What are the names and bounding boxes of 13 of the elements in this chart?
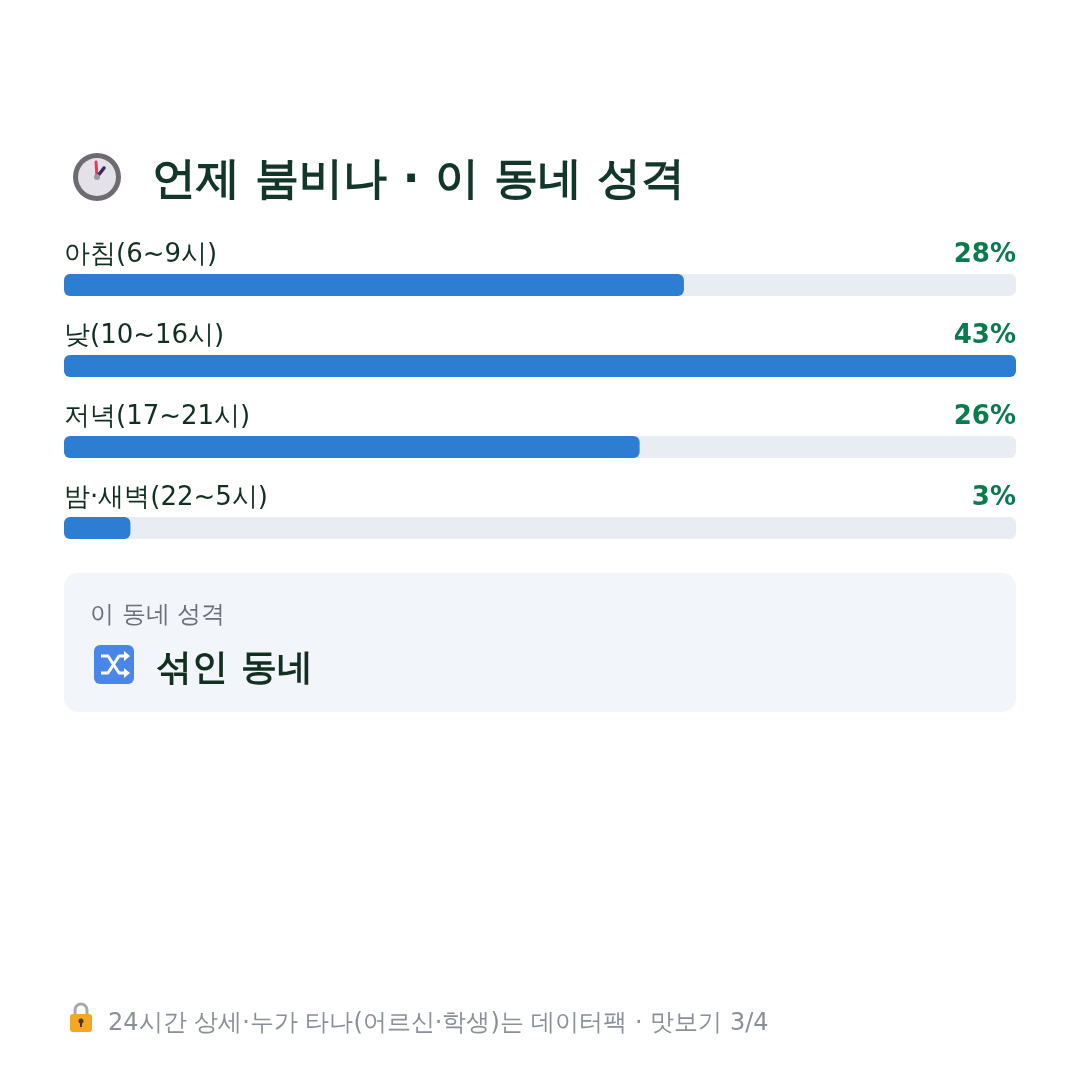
y-tick-label: 아침(6~9시): [64, 238, 218, 268]
y-tick-label: 낮(10~16시): [64, 319, 225, 349]
text: 24시간 상세·누가 타나(어르신·학생)는 데이터팩 · 맛보기 3/4: [108, 1008, 769, 1036]
data-label: 28%: [953, 238, 1016, 268]
y-tick-label: 저녁(17~21시): [64, 400, 251, 430]
text: 이 동네 성격: [90, 600, 226, 628]
chart-title: 언제 붐비나 · 이 동네 성격: [152, 152, 686, 203]
text: 섞인 동네: [156, 646, 313, 687]
data-label: 26%: [953, 400, 1016, 430]
bar: [64, 517, 131, 539]
y-tick-label: 밤·새벽(22~5시): [64, 481, 268, 511]
data-label: 3%: [971, 481, 1016, 511]
data-label: 43%: [953, 319, 1016, 349]
